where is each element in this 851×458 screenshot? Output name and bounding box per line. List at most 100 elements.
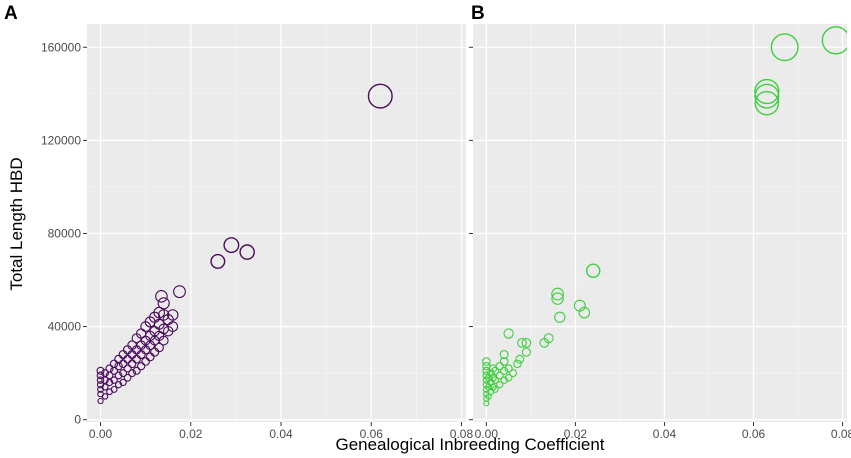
- x-tick-label: 0.08: [450, 427, 474, 441]
- data-point: [500, 376, 508, 384]
- data-point: [517, 337, 527, 348]
- x-tick-label: 0.04: [653, 427, 677, 441]
- data-point: [482, 376, 491, 384]
- x-tick-label: 0.06: [360, 427, 384, 441]
- data-point: [482, 371, 491, 380]
- data-point: [496, 381, 504, 389]
- data-point: [110, 385, 118, 393]
- data-point: [96, 376, 105, 384]
- data-point: [239, 244, 255, 260]
- x-tick-label: 0.04: [269, 427, 293, 441]
- data-point: [504, 364, 513, 373]
- data-point: [513, 359, 522, 369]
- data-point: [491, 366, 500, 375]
- data-point: [482, 357, 491, 366]
- data-point: [491, 376, 500, 384]
- data-point: [573, 299, 586, 312]
- data-point: [119, 378, 127, 387]
- panel-background: [87, 24, 466, 422]
- data-point: [110, 376, 118, 384]
- data-point: [128, 369, 137, 378]
- data-point: [500, 366, 509, 375]
- x-axis-title: Genealogical Inbreeding Coefficient: [335, 435, 604, 454]
- data-point: [105, 364, 114, 373]
- y-axis-title: Total Length HBD: [7, 157, 26, 290]
- x-tick-label: 0.02: [179, 427, 203, 441]
- data-point: [97, 397, 104, 405]
- data-point: [114, 354, 123, 364]
- data-point: [585, 263, 601, 278]
- y-tick-label: 40000: [48, 320, 82, 334]
- data-point: [770, 33, 799, 62]
- data-point: [155, 290, 168, 303]
- data-point: [521, 347, 532, 357]
- x-tick-label: 0.00: [475, 427, 499, 441]
- data-point: [127, 359, 137, 369]
- data-point: [499, 357, 509, 366]
- panel-background: [473, 24, 847, 422]
- points-A: [96, 83, 393, 405]
- y-tick-label: 0: [74, 413, 81, 427]
- data-point: [754, 78, 780, 105]
- panel-A: 0.00 0.02 0.04 0.06 0.08 0 40000 80000 120000 160…: [4, 3, 473, 441]
- data-point: [157, 297, 170, 310]
- data-point: [141, 357, 150, 366]
- data-point: [101, 393, 109, 400]
- data-point: [509, 369, 518, 378]
- data-point: [173, 285, 186, 299]
- data-point: [578, 306, 591, 319]
- data-point: [158, 335, 169, 346]
- x-tick-label: 0.02: [564, 427, 588, 441]
- data-point: [96, 371, 105, 380]
- data-point: [503, 328, 514, 339]
- panel-label-B: B: [471, 3, 485, 24]
- data-point: [551, 287, 564, 301]
- data-point: [504, 373, 513, 382]
- panel-B: 0.00 0.02 0.04 0.06 0.08 B: [469, 3, 851, 441]
- data-point: [118, 359, 128, 369]
- data-point: [367, 83, 393, 109]
- data-point: [96, 366, 105, 375]
- data-point: [821, 26, 847, 55]
- data-point: [223, 237, 240, 254]
- data-point: [499, 349, 509, 360]
- data-point: [515, 354, 525, 364]
- data-point: [554, 311, 566, 323]
- data-point: [101, 383, 109, 391]
- data-point: [123, 373, 132, 382]
- data-point: [154, 342, 164, 353]
- x-tick-label: 0.00: [89, 427, 113, 441]
- panels: 0.00 0.02 0.04 0.06 0.08 0 40000 80000 120000 160…: [4, 3, 851, 441]
- data-point: [119, 369, 128, 378]
- data-point: [166, 309, 179, 321]
- data-point: [543, 333, 554, 344]
- data-point: [754, 83, 780, 109]
- data-point: [123, 364, 132, 373]
- data-point: [495, 361, 504, 371]
- data-point: [210, 253, 226, 269]
- data-point: [486, 369, 495, 378]
- data-point: [489, 373, 497, 382]
- data-point: [754, 90, 780, 116]
- data-point: [132, 354, 142, 364]
- data-point: [484, 373, 493, 382]
- x-tick-label: 0.06: [742, 427, 766, 441]
- data-point: [521, 337, 532, 348]
- data-point: [123, 354, 132, 364]
- data-point: [551, 292, 564, 305]
- data-point: [132, 366, 141, 375]
- data-point: [491, 385, 499, 393]
- data-point: [167, 321, 179, 332]
- data-point: [101, 369, 110, 378]
- data-point: [109, 359, 119, 369]
- y-tick-label: 120000: [41, 133, 81, 147]
- data-point: [114, 371, 123, 380]
- y-tick-label: 80000: [48, 226, 82, 240]
- y-tick-label: 160000: [41, 40, 81, 54]
- x-tick-label: 0.08: [831, 427, 851, 441]
- panel-label-A: A: [4, 3, 18, 24]
- data-point: [495, 371, 504, 380]
- points-B: [482, 26, 847, 407]
- data-point: [136, 361, 146, 371]
